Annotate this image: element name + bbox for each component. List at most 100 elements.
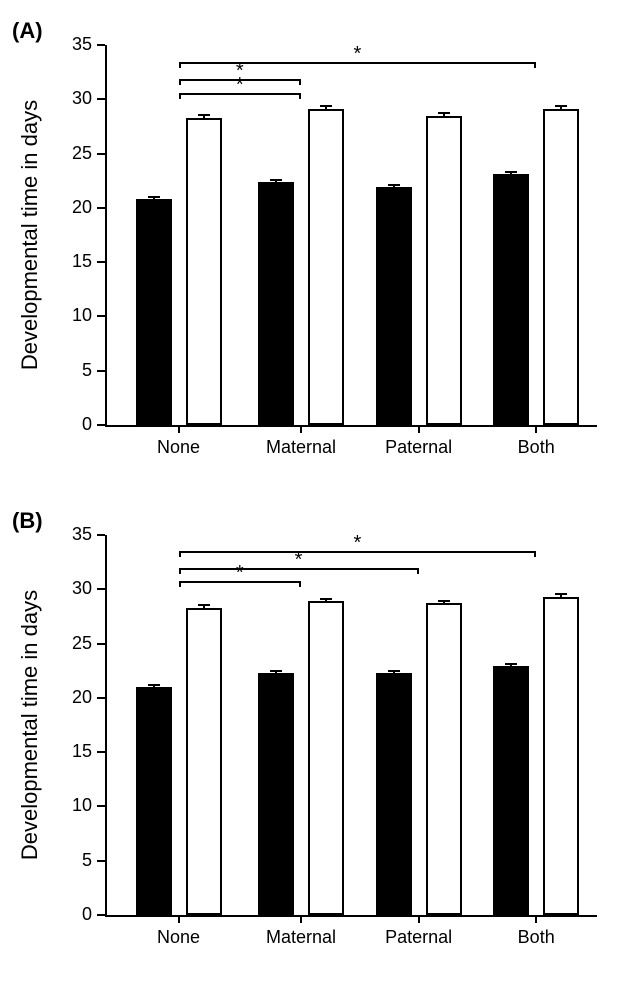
bar-black <box>493 666 529 915</box>
y-tick-label: 15 <box>60 741 92 762</box>
x-tick <box>535 915 537 923</box>
bar-white <box>543 109 579 425</box>
y-tick-label: 35 <box>60 34 92 55</box>
y-tick <box>97 534 105 536</box>
bar-white <box>308 601 344 915</box>
error-cap <box>198 604 210 606</box>
bar-black <box>376 673 412 915</box>
y-tick <box>97 860 105 862</box>
error-cap <box>388 184 400 186</box>
y-tick-label: 30 <box>60 578 92 599</box>
significance-star: * <box>230 563 250 583</box>
x-tick-label: None <box>129 437 229 458</box>
significance-bracket-end <box>179 581 181 587</box>
y-tick <box>97 805 105 807</box>
significance-bracket-end <box>179 79 181 85</box>
significance-bracket-end <box>179 568 181 574</box>
x-tick-label: Paternal <box>369 437 469 458</box>
error-cap <box>555 105 567 107</box>
significance-bracket-end <box>299 79 301 85</box>
y-tick-label: 0 <box>60 904 92 925</box>
error-cap <box>148 684 160 686</box>
bar-black <box>258 182 294 425</box>
y-tick <box>97 98 105 100</box>
x-tick-label: None <box>129 927 229 948</box>
y-axis-label-B: Developmental time in days <box>17 575 43 875</box>
error-cap <box>505 171 517 173</box>
bar-white <box>308 109 344 425</box>
bar-black <box>493 174 529 425</box>
y-tick-label: 10 <box>60 795 92 816</box>
x-tick <box>178 915 180 923</box>
bar-black <box>258 673 294 915</box>
error-cap <box>270 179 282 181</box>
error-cap <box>505 663 517 665</box>
y-tick-label: 20 <box>60 197 92 218</box>
y-tick <box>97 261 105 263</box>
bar-white <box>543 597 579 915</box>
y-tick <box>97 751 105 753</box>
significance-bracket-end <box>299 93 301 99</box>
x-tick <box>178 425 180 433</box>
bar-black <box>376 187 412 425</box>
bar-black <box>136 199 172 425</box>
bar-black <box>136 687 172 915</box>
x-tick <box>300 915 302 923</box>
x-tick <box>418 425 420 433</box>
y-tick-label: 30 <box>60 88 92 109</box>
x-tick-label: Both <box>486 927 586 948</box>
y-tick-label: 35 <box>60 524 92 545</box>
significance-star: * <box>347 533 367 553</box>
bar-white <box>186 608 222 915</box>
y-tick <box>97 207 105 209</box>
bar-white <box>426 116 462 425</box>
y-tick-label: 5 <box>60 360 92 381</box>
figure: (A) Developmental time in days 0 5 10 15 20 25 3… <box>0 0 628 983</box>
y-tick <box>97 370 105 372</box>
y-tick <box>97 315 105 317</box>
panel-label-A: (A) <box>12 18 43 44</box>
y-tick <box>97 588 105 590</box>
x-tick-label: Paternal <box>369 927 469 948</box>
y-tick-label: 15 <box>60 251 92 272</box>
y-tick-label: 25 <box>60 143 92 164</box>
y-tick <box>97 153 105 155</box>
x-tick <box>418 915 420 923</box>
bar-white <box>186 118 222 425</box>
error-cap <box>270 670 282 672</box>
panel-label-B: (B) <box>12 508 43 534</box>
significance-bracket-end <box>179 62 181 68</box>
error-cap <box>198 114 210 116</box>
y-tick <box>97 643 105 645</box>
y-tick <box>97 914 105 916</box>
y-tick-label: 5 <box>60 850 92 871</box>
y-axis-label-A: Developmental time in days <box>17 85 43 385</box>
y-tick-label: 10 <box>60 305 92 326</box>
significance-bracket-end <box>534 62 536 68</box>
x-tick-label: Maternal <box>251 437 351 458</box>
y-tick <box>97 44 105 46</box>
error-cap <box>555 593 567 595</box>
significance-star: * <box>347 44 367 64</box>
x-tick <box>300 425 302 433</box>
error-cap <box>148 196 160 198</box>
x-tick <box>535 425 537 433</box>
y-tick-label: 0 <box>60 414 92 435</box>
significance-bracket-end <box>534 551 536 557</box>
bar-white <box>426 603 462 915</box>
y-tick-label: 25 <box>60 633 92 654</box>
y-tick-label: 20 <box>60 687 92 708</box>
error-cap <box>388 670 400 672</box>
error-cap <box>320 105 332 107</box>
x-tick-label: Both <box>486 437 586 458</box>
y-tick <box>97 424 105 426</box>
x-tick-label: Maternal <box>251 927 351 948</box>
error-cap <box>320 598 332 600</box>
y-tick <box>97 697 105 699</box>
significance-bracket-end <box>179 93 181 99</box>
error-cap <box>438 112 450 114</box>
significance-bracket-end <box>299 581 301 587</box>
significance-bracket-end <box>179 551 181 557</box>
error-cap <box>438 600 450 602</box>
significance-bracket-end <box>417 568 419 574</box>
